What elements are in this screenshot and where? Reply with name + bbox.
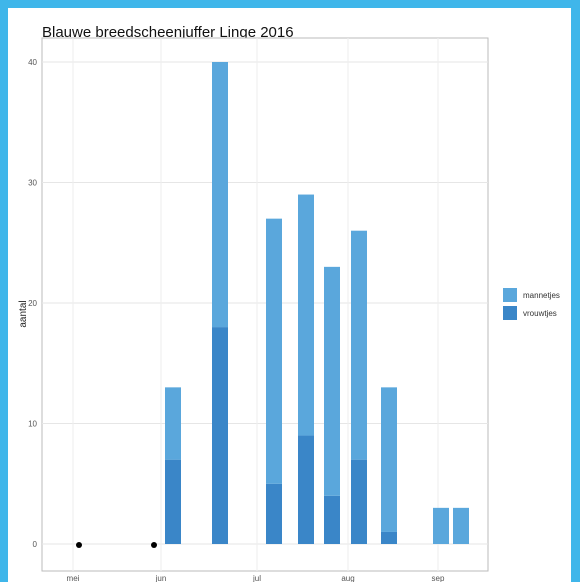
x-tick-label: jun	[155, 574, 167, 582]
bar-vrouwtjes	[324, 495, 340, 544]
bar-mannetjes	[351, 230, 367, 460]
zero-point	[76, 542, 82, 548]
y-tick-label: 20	[28, 299, 37, 308]
x-tick-label: sep	[432, 574, 445, 582]
zero-point	[151, 542, 157, 548]
bar-mannetjes	[453, 507, 469, 544]
bar-vrouwtjes	[298, 435, 314, 544]
bar-mannetjes	[298, 194, 314, 436]
bar-vrouwtjes	[266, 483, 282, 544]
x-tick-label: jul	[252, 574, 261, 582]
y-tick-label: 10	[28, 420, 37, 429]
plot-panel	[41, 37, 489, 572]
bar-chart: 0 10 20 30 40 mei jun jul aug sep aantal mannetjes v…	[18, 37, 560, 582]
x-tick-label: aug	[341, 574, 354, 582]
bar-mannetjes	[266, 218, 282, 484]
bar-vrouwtjes	[351, 459, 367, 544]
bar-vrouwtjes	[212, 327, 228, 544]
bar-mannetjes	[381, 387, 397, 532]
bar-mannetjes	[324, 266, 340, 496]
legend-key-mannetjes	[503, 288, 517, 302]
y-tick-label: 30	[28, 179, 37, 188]
bar-mannetjes	[433, 507, 449, 544]
bar-vrouwtjes	[381, 531, 397, 544]
chart-frame: Blauwe breedscheenjuffer Linge 2016 0 10 2…	[8, 8, 571, 582]
legend-label-vrouwtjes: vrouwtjes	[523, 309, 557, 318]
bar-mannetjes	[165, 387, 181, 460]
bar-vrouwtjes	[165, 459, 181, 544]
x-tick-label: mei	[67, 574, 80, 582]
bar-mannetjes	[212, 62, 228, 328]
legend-key-vrouwtjes	[503, 306, 517, 320]
y-axis-label: aantal	[18, 300, 29, 327]
chart-title: Blauwe breedscheenjuffer Linge 2016	[42, 24, 294, 41]
y-tick-label: 0	[33, 540, 38, 549]
legend-label-mannetjes: mannetjes	[523, 291, 560, 300]
y-tick-label: 40	[28, 58, 37, 67]
